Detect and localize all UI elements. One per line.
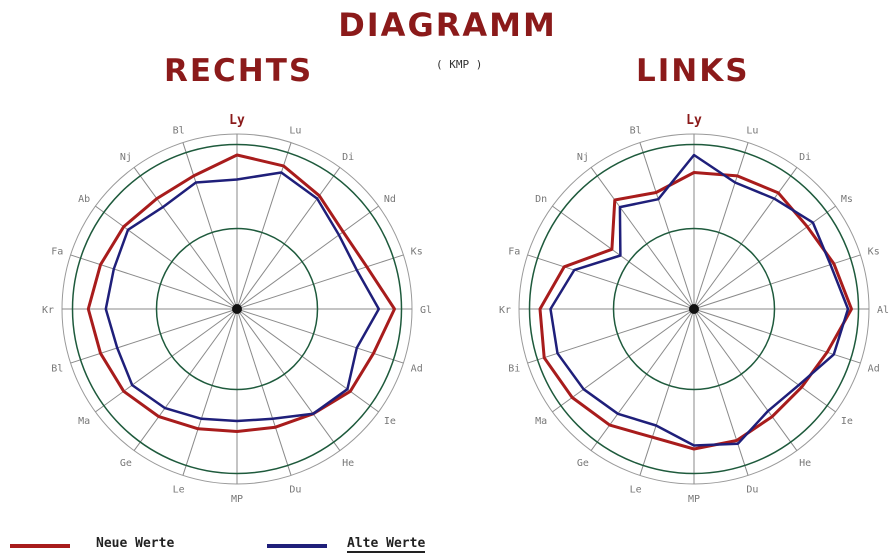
rechts-axis-label: Ab <box>78 194 90 205</box>
rechts-axis-label: Ie <box>384 416 396 427</box>
rechts-spoke <box>182 308 238 476</box>
links-spoke <box>693 308 798 451</box>
rechts-spoke <box>182 142 238 310</box>
rechts-spoke <box>236 167 341 310</box>
links-spoke <box>639 142 695 310</box>
rechts-spoke <box>236 308 292 476</box>
rechts-axis-label: Kr <box>42 305 54 316</box>
rechts-ring <box>155 227 319 391</box>
links-axis-label: Ma <box>535 416 547 427</box>
links-axis-label: Ly <box>686 113 702 128</box>
page-title: DIAGRAMM <box>338 6 557 44</box>
rechts-spoke <box>236 308 404 364</box>
rechts-axis-label: Di <box>342 152 354 163</box>
rechts-spoke <box>236 205 379 310</box>
links-ring <box>528 143 860 475</box>
links-axis-label: Kr <box>499 305 511 316</box>
links-axis-label: Ms <box>841 194 853 205</box>
links-axis-label: Fa <box>508 247 520 258</box>
links-spoke <box>693 205 836 310</box>
rechts-spoke <box>236 254 404 310</box>
rechts-axis-label: Ma <box>78 416 90 427</box>
links-spoke <box>590 167 695 310</box>
links-axis-label: Du <box>746 485 758 496</box>
radar-chart-links: Ly Lu Di Ms Ks Al Ad Ie He Du MP Le Ge Ma Bi Kr Fa Dn Nj Bl <box>499 113 889 505</box>
rechts-spoke <box>236 308 379 413</box>
rechts-series-old <box>104 171 381 423</box>
links-spoke <box>527 308 695 364</box>
rechts-spoke <box>95 308 238 413</box>
links-axis-label: Ie <box>841 416 853 427</box>
links-axis-label: Le <box>630 485 642 496</box>
links-spoke <box>552 308 695 413</box>
rechts-axis-label: Fa <box>51 247 63 258</box>
rechts-axis-label: Lu <box>289 125 301 136</box>
links-axis-label: Bl <box>630 125 642 136</box>
links-axis-label: Nj <box>577 152 589 163</box>
subtitle: ( KMP ) <box>436 58 483 71</box>
rechts-spoke <box>133 167 238 310</box>
rechts-spoke <box>95 205 238 310</box>
chart-title-rechts: RECHTS <box>164 53 314 89</box>
rechts-axis-label: Du <box>289 485 301 496</box>
links-axis-label: Ks <box>868 247 880 258</box>
links-axis-label: Bi <box>508 363 520 374</box>
rechts-axis-label: Nd <box>384 194 396 205</box>
rechts-spoke <box>236 308 341 451</box>
rechts-center-hub <box>232 304 242 314</box>
legend-label-old: Alte Werte <box>347 536 426 553</box>
links-spoke <box>590 308 695 451</box>
links-axis-label: Di <box>799 152 811 163</box>
links-spoke <box>693 167 798 310</box>
legend-swatch-old <box>267 544 327 548</box>
links-ring <box>612 227 776 391</box>
links-series-new <box>538 171 853 451</box>
rechts-spoke <box>70 308 238 364</box>
rechts-axis-label: Ly <box>229 113 245 128</box>
links-axis-label: MP <box>688 494 700 505</box>
rechts-axis-label: Bl <box>173 125 185 136</box>
rechts-spoke <box>236 142 292 310</box>
rechts-axis-label: Gl <box>420 305 432 316</box>
links-axis-label: Ge <box>577 458 589 469</box>
links-spoke <box>693 308 749 476</box>
rechts-spoke <box>133 308 238 451</box>
links-spoke <box>693 308 836 413</box>
rechts-series-new <box>86 153 396 433</box>
links-spoke <box>552 205 695 310</box>
rechts-axis-label: Le <box>173 485 185 496</box>
legend-label-new: Neue Werte <box>96 536 175 551</box>
links-spoke <box>527 254 695 310</box>
links-spoke <box>639 308 695 476</box>
rechts-axis-label: Nj <box>120 152 132 163</box>
links-axis-label: Dn <box>535 194 547 205</box>
rechts-axis-label: Ks <box>411 247 423 258</box>
links-center-hub <box>689 304 699 314</box>
legend-swatch-new <box>10 544 70 548</box>
rechts-spoke <box>70 254 238 310</box>
rechts-axis-label: MP <box>231 494 243 505</box>
rechts-ring <box>71 143 403 475</box>
rechts-axis-label: Bl <box>51 363 63 374</box>
links-series-old <box>549 153 850 447</box>
radar-chart-rechts: Ly Lu Di Nd Ks Gl Ad Ie He Du MP Le Ge Ma Bl Kr Fa Ab Nj Bl <box>42 113 432 505</box>
links-axis-label: He <box>799 458 811 469</box>
rechts-axis-label: He <box>342 458 354 469</box>
links-axis-label: Lu <box>746 125 758 136</box>
rechts-axis-label: Ad <box>411 363 423 374</box>
chart-title-links: LINKS <box>636 53 750 89</box>
links-spoke <box>693 142 749 310</box>
links-axis-label: Ad <box>868 363 880 374</box>
links-spoke <box>693 254 861 310</box>
links-axis-label: Al <box>877 305 889 316</box>
rechts-axis-label: Ge <box>120 458 132 469</box>
